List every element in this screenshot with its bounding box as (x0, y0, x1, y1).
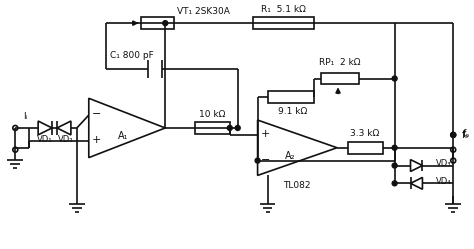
Text: VD₁: VD₁ (37, 135, 53, 144)
Circle shape (451, 132, 456, 137)
Circle shape (451, 132, 456, 137)
Polygon shape (57, 121, 71, 135)
Circle shape (13, 147, 18, 152)
Text: A₁: A₁ (118, 131, 129, 141)
Text: VT₁ 2SK30A: VT₁ 2SK30A (177, 7, 230, 16)
Circle shape (228, 125, 232, 130)
Bar (253, 17, 314, 29)
Circle shape (235, 125, 240, 130)
Text: A₂: A₂ (285, 151, 296, 161)
Circle shape (255, 158, 260, 163)
Circle shape (451, 158, 456, 163)
Text: C₁ 800 pF: C₁ 800 pF (109, 51, 154, 60)
Circle shape (392, 145, 397, 150)
Text: −: − (261, 155, 270, 165)
Text: TL082: TL082 (283, 181, 311, 190)
Circle shape (163, 21, 168, 26)
Text: R₁  5.1 kΩ: R₁ 5.1 kΩ (261, 5, 306, 14)
Bar (195, 122, 230, 134)
Circle shape (392, 76, 397, 81)
Bar (267, 91, 314, 103)
Text: 3.3 kΩ: 3.3 kΩ (350, 129, 380, 138)
Text: VD₄: VD₄ (437, 177, 452, 186)
Circle shape (392, 181, 397, 186)
Text: fₒ: fₒ (463, 129, 471, 139)
Text: +: + (92, 135, 101, 145)
Text: RP₁  2 kΩ: RP₁ 2 kΩ (319, 58, 361, 67)
Circle shape (13, 125, 18, 130)
Polygon shape (257, 120, 337, 176)
Polygon shape (38, 121, 52, 135)
Text: fₒ: fₒ (462, 130, 470, 140)
Text: +: + (261, 129, 270, 139)
Bar (348, 142, 383, 154)
Circle shape (451, 147, 456, 152)
Circle shape (392, 163, 397, 168)
Polygon shape (410, 160, 422, 172)
Text: −: − (92, 109, 101, 119)
Text: 9.1 kΩ: 9.1 kΩ (278, 107, 307, 116)
Bar (141, 17, 174, 29)
Polygon shape (89, 98, 165, 158)
Polygon shape (410, 177, 422, 189)
Text: Iᵢ: Iᵢ (23, 112, 27, 121)
Text: VD₃: VD₃ (437, 159, 452, 168)
Text: VD₂: VD₂ (58, 135, 73, 144)
Bar (321, 73, 359, 84)
Text: 10 kΩ: 10 kΩ (199, 110, 225, 119)
